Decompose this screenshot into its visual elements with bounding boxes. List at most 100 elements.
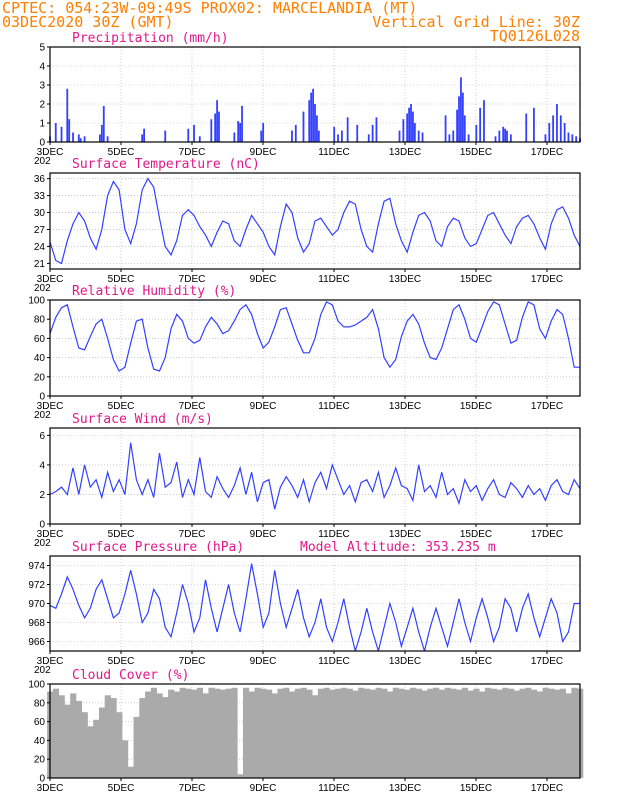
precip-bar (337, 134, 339, 142)
precip-bar (412, 111, 414, 142)
precip-bar (218, 111, 220, 142)
cloud-cover-bar (507, 688, 515, 778)
precip-bar (237, 121, 240, 142)
precip-bar (314, 104, 316, 142)
cloud-cover-bar (450, 688, 457, 778)
x-tick-label: 15DEC (460, 783, 492, 794)
precip-bar (460, 77, 462, 142)
plot-frame (49, 172, 581, 270)
precip-bar (340, 130, 343, 142)
y-tick-label: 33 (34, 191, 46, 202)
x-tick-label: 7DEC (179, 401, 206, 412)
precip-bar (479, 107, 482, 142)
y-tick-label: 0 (39, 138, 45, 149)
x-tick-label: 17DEC (531, 401, 563, 412)
cloud-cover-bar (490, 688, 497, 778)
header-grid-note: Vertical Grid Line: 30Z (372, 13, 580, 31)
cloud-cover-bar (277, 688, 284, 778)
x-tick-label: 9DEC (250, 401, 277, 412)
x-tick-label: 5DEC (108, 529, 135, 540)
cloud-cover-bar (64, 704, 71, 778)
precip-bar (367, 134, 370, 142)
cloud-cover-bar (531, 689, 538, 778)
precip-bar (398, 130, 401, 142)
cloud-cover-bar (346, 688, 353, 778)
precip-bar (371, 124, 374, 142)
panel-2: 21 24 27 30 33 36 3DEC 5DEC 7DEC 9DEC 11DEC 13DEC 15… (34, 157, 581, 294)
cloud-cover-bar (271, 693, 278, 778)
x-tick-label: 17DEC (531, 783, 563, 794)
cloud-cover-bar (438, 689, 446, 778)
cloud-cover-bar (565, 693, 572, 778)
x-tick-label: 9DEC (250, 529, 277, 540)
y-tick-label: 100 (28, 680, 45, 691)
cloud-cover-bar (260, 688, 267, 778)
cloud-cover-bar (433, 687, 440, 778)
cloud-cover-bar (162, 697, 169, 778)
cloud-cover-bar (93, 719, 100, 778)
x-tick-label: 15DEC (460, 529, 492, 540)
precip-bar (99, 134, 101, 142)
cloud-cover-bar (387, 691, 394, 778)
precip-bar (375, 117, 378, 142)
y-tick-label: 1 (39, 119, 45, 130)
cloud-cover-bar (231, 687, 238, 778)
cloud-cover-bar (225, 688, 232, 778)
cloud-cover-bar (335, 688, 342, 778)
precip-bar (548, 123, 551, 142)
cloud-cover-bar (484, 687, 492, 778)
cloud-cover-bar (283, 687, 290, 778)
y-tick-label: 27 (34, 225, 46, 236)
y-tick-label: 0 (39, 520, 45, 531)
x-tick-label: 7DEC (179, 783, 206, 794)
cloud-cover-bar (133, 716, 140, 778)
x-tick-label: 7DEC (179, 656, 206, 667)
cloud-cover-bar (191, 689, 198, 778)
x-tick-label: 5DEC (108, 274, 135, 285)
precip-bar (463, 115, 466, 142)
precip-bar (413, 123, 416, 142)
cloud-cover-bar (185, 688, 192, 778)
precip-bar (544, 134, 547, 142)
y-tick-label: 36 (34, 174, 46, 185)
precip-bar (141, 134, 144, 142)
plot-frame (49, 683, 581, 779)
x-tick-label: 15DEC (460, 274, 492, 285)
x-tick-label: 9DEC (250, 656, 277, 667)
precip-bar (461, 92, 464, 142)
x-tick-label: 11DEC (318, 401, 350, 412)
cloud-cover-bar (554, 689, 561, 778)
x-tick-label: 11DEC (318, 783, 350, 794)
cloud-cover-bar (52, 688, 60, 778)
y-tick-label: 24 (34, 242, 46, 253)
y-tick-label: 40 (34, 736, 46, 747)
x-tick-label: 3DEC (37, 656, 64, 667)
precip-bar (504, 128, 507, 142)
precip-bar (333, 126, 336, 142)
precip-bar (77, 134, 80, 142)
x-tick-label: 3DEC (37, 529, 64, 540)
precip-bar (312, 88, 314, 142)
precip-bar (294, 124, 297, 142)
precip-bar (260, 130, 263, 142)
x-tick-label: 13DEC (389, 274, 421, 285)
x-tick-label: 11DEC (318, 656, 350, 667)
precip-bar (406, 113, 409, 142)
precip-bar (556, 104, 558, 142)
cloud-cover-bar (306, 689, 313, 778)
x-tick-label: 17DEC (531, 529, 563, 540)
cloud-cover-bar (75, 700, 83, 778)
precip-bar (187, 128, 190, 142)
x-year-fragment: 202 (34, 665, 51, 676)
precip-bar (100, 124, 103, 142)
precip-bar (402, 119, 405, 142)
x-tick-label: 17DEC (531, 274, 563, 285)
y-tick-label: 3 (39, 81, 45, 92)
x-tick-label: 17DEC (531, 147, 563, 158)
precip-bar (302, 111, 305, 142)
cloud-cover-bar (139, 698, 146, 778)
x-tick-label: 15DEC (460, 656, 492, 667)
cloud-cover-bar (289, 691, 296, 778)
precip-bar (448, 134, 451, 142)
